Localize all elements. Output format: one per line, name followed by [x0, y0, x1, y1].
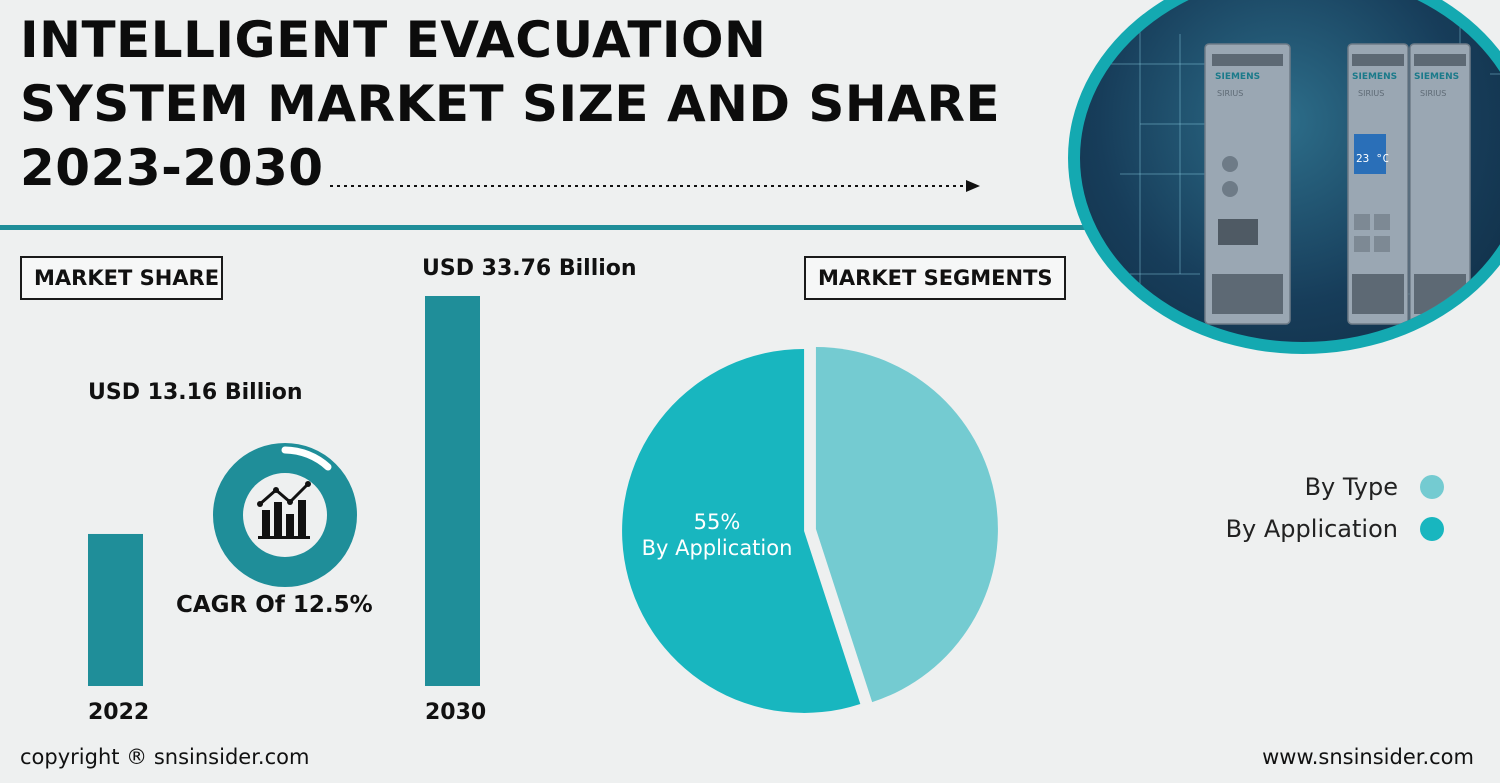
hero-brand-2: SIEMENS: [1352, 72, 1397, 82]
pie-slice-percent-label: 55%: [694, 510, 741, 534]
market-share-label: MARKET SHARE: [20, 256, 223, 300]
legend-item-by-type: By Type: [1226, 466, 1444, 508]
dotted-arrow-icon: [330, 180, 980, 192]
legend-swatch-by-application: [1420, 517, 1444, 541]
legend-label-by-application: By Application: [1225, 515, 1398, 543]
bar-category-2030: 2030: [425, 700, 487, 725]
hero-brand-3: SIEMENS: [1414, 72, 1459, 82]
hero-model-3: SIRIUS: [1420, 89, 1446, 98]
legend-item-by-application: By Application: [1226, 508, 1444, 550]
bar-2030: [425, 296, 480, 686]
market-segments-label: MARKET SEGMENTS: [804, 256, 1066, 300]
bar-value-label-2030: USD 33.76 Billion: [422, 256, 637, 281]
pie-slice-name-label: By Application: [642, 536, 793, 560]
growth-chart-icon: [213, 443, 357, 587]
hero-model-1: SIRIUS: [1217, 89, 1243, 98]
bar-category-2022: 2022: [88, 700, 150, 725]
legend-swatch-by-type: [1420, 475, 1444, 499]
title-line-1: INTELLIGENT EVACUATION: [20, 11, 767, 69]
copyright-text: copyright ® snsinsider.com: [20, 745, 310, 769]
hero-image: SIEMENS SIRIUS SIEMENS SIRIUS 23 °C SIEM…: [1068, 0, 1500, 354]
title-line-2: SYSTEM MARKET SIZE AND SHARE: [20, 75, 1001, 133]
market-size-bar-chart: [88, 296, 480, 686]
legend-label-by-type: By Type: [1304, 473, 1398, 501]
pie-legend: By Type By Application: [1226, 466, 1444, 550]
hero-brand-1: SIEMENS: [1215, 72, 1260, 82]
title-line-3: 2023-2030: [20, 139, 324, 197]
hero-devices-illustration: SIEMENS SIRIUS SIEMENS SIRIUS 23 °C SIEM…: [1100, 14, 1500, 334]
cagr-label: CAGR Of 12.5%: [176, 592, 373, 618]
bar-value-label-2022: USD 13.16 Billion: [88, 380, 303, 405]
bar-2022: [88, 533, 143, 686]
pie-slice-by-application: [622, 348, 861, 713]
hero-screen-readout: 23 °C: [1356, 152, 1389, 165]
website-link[interactable]: www.snsinsider.com: [1262, 745, 1474, 769]
market-segments-pie-chart: 55% By Application: [622, 347, 998, 713]
page-title: INTELLIGENT EVACUATION SYSTEM MARKET SIZ…: [20, 8, 1000, 200]
hero-model-2: SIRIUS: [1358, 89, 1384, 98]
pie-slice-by-type: [815, 347, 998, 703]
header-divider: [0, 225, 1180, 230]
